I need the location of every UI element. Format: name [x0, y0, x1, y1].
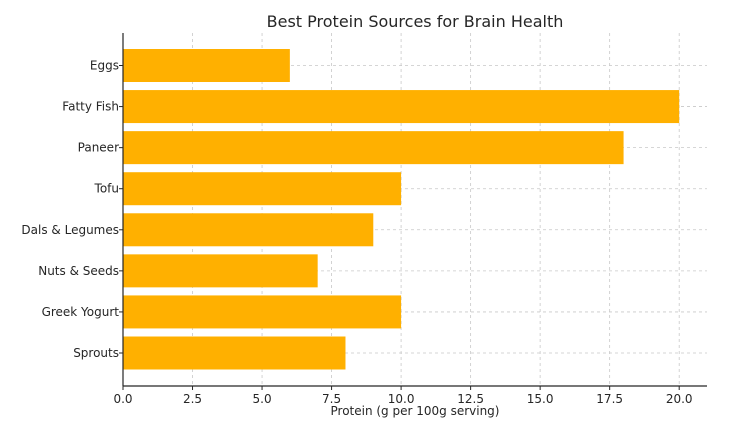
y-ticks: Eggs Fatty Fish Paneer Tofu Dals & Legumes Nu…: [21, 59, 123, 360]
x-tick-label: 17.5: [596, 392, 623, 406]
chart-title: Best Protein Sources for Brain Health: [267, 12, 564, 31]
x-ticks: 0.0 2.5 5.0 7.5 10.0 12.5 15.0 17.5 20.0: [113, 386, 693, 406]
x-axis-label: Protein (g per 100g serving): [331, 404, 500, 418]
y-tick-label: Eggs: [90, 59, 119, 73]
bar: [123, 254, 318, 288]
grid: [122, 33, 707, 386]
x-tick-label: 10.0: [388, 392, 415, 406]
bar: [123, 295, 402, 329]
y-tick-label: Sprouts: [73, 346, 119, 360]
bar: [123, 131, 624, 165]
bar: [123, 172, 402, 206]
bar: [123, 336, 346, 370]
x-tick-label: 15.0: [527, 392, 554, 406]
bars: [123, 49, 680, 370]
x-tick-label: 7.5: [322, 392, 341, 406]
axes: [122, 33, 707, 387]
y-tick-label: Fatty Fish: [62, 100, 119, 114]
x-tick-label: 12.5: [457, 392, 484, 406]
bar: [123, 49, 290, 82]
y-tick-label: Tofu: [94, 182, 119, 196]
y-tick-label: Paneer: [78, 141, 119, 155]
y-tick-label: Dals & Legumes: [21, 223, 119, 237]
x-tick-label: 2.5: [183, 392, 202, 406]
x-tick-label: 5.0: [253, 392, 272, 406]
x-tick-label: 20.0: [666, 392, 693, 406]
y-tick-label: Greek Yogurt: [42, 305, 120, 319]
y-tick-label: Nuts & Seeds: [38, 264, 119, 278]
bar: [123, 90, 680, 124]
bar: [123, 213, 374, 247]
x-tick-label: 0.0: [113, 392, 132, 406]
